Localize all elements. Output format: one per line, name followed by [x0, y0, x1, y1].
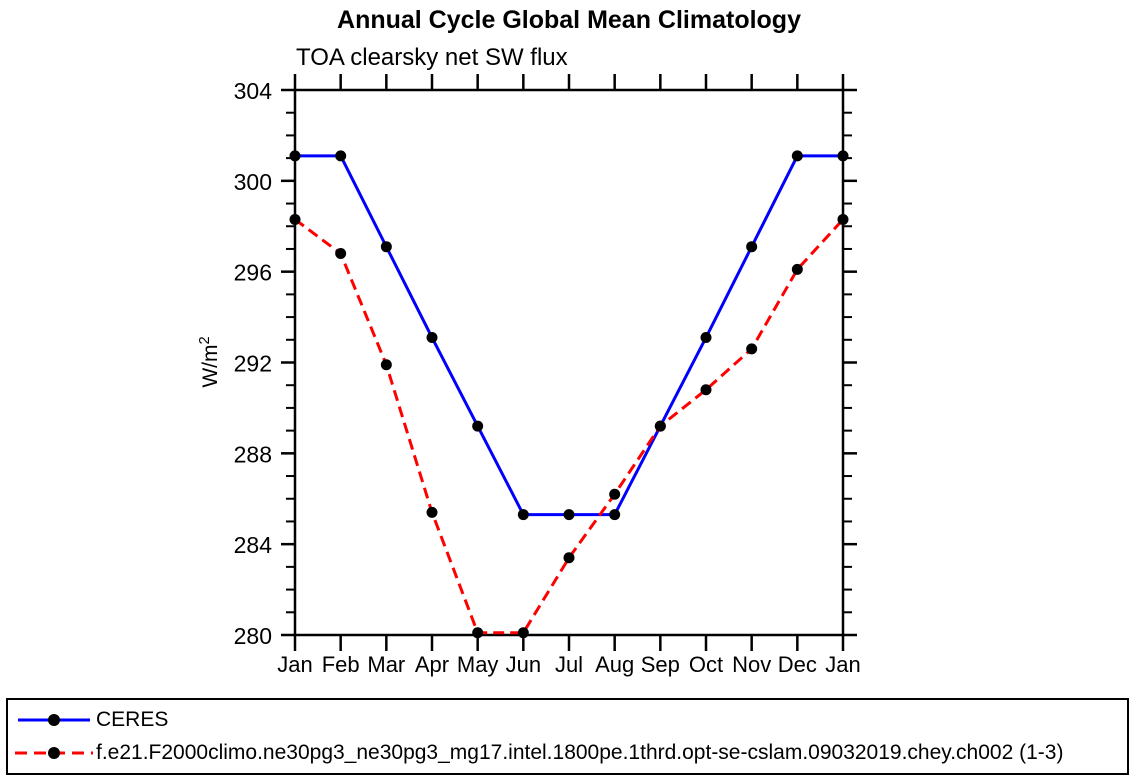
data-point-marker — [791, 263, 803, 275]
data-point-marker — [517, 627, 529, 639]
data-point-marker — [791, 150, 803, 162]
x-axis-tick-label: May — [457, 652, 499, 677]
x-axis-tick-label: Apr — [415, 652, 449, 677]
x-axis-tick-label: Jan — [277, 652, 312, 677]
legend-row-ceres: CERES — [8, 708, 1127, 732]
data-point-marker — [472, 627, 484, 639]
y-axis-tick-label: 296 — [234, 260, 272, 286]
data-point-marker — [563, 509, 575, 521]
y-axis-tick-label: 292 — [234, 351, 272, 377]
x-axis-tick-label: Jan — [825, 652, 860, 677]
x-axis-tick-label: Dec — [778, 652, 817, 677]
data-point-marker — [289, 150, 301, 162]
y-axis-tick-label: 300 — [234, 169, 272, 195]
data-point-marker — [335, 150, 347, 162]
data-point-marker — [426, 332, 438, 344]
legend-line-sample-ceres — [18, 713, 90, 726]
x-axis-tick-label: Feb — [322, 652, 360, 677]
x-axis-tick-label: Oct — [689, 652, 723, 677]
x-axis-tick-label: Sep — [641, 652, 680, 677]
data-point-marker — [654, 420, 666, 432]
legend-marker-icon — [48, 713, 60, 726]
y-axis-tick-label: 288 — [234, 441, 272, 467]
chart-title: Annual Cycle Global Mean Climatology — [337, 6, 801, 34]
chart-subtitle: TOA clearsky net SW flux — [296, 44, 568, 71]
legend-marker-icon — [48, 747, 60, 760]
data-point-marker — [609, 509, 621, 521]
data-point-marker — [700, 332, 712, 344]
data-point-marker — [746, 241, 758, 253]
data-point-marker — [837, 150, 849, 162]
plot-border — [293, 88, 845, 637]
x-axis-tick-label: Jul — [555, 652, 583, 677]
legend-label-ceres: CERES — [96, 707, 169, 731]
series-line-model — [294, 218, 845, 635]
y-axis-tick-label: 280 — [234, 623, 272, 649]
data-point-marker — [517, 509, 529, 521]
x-axis-tick-label: Jun — [506, 652, 541, 677]
data-point-marker — [837, 213, 849, 225]
data-point-marker — [700, 384, 712, 396]
x-axis-tick-label: Nov — [732, 652, 771, 677]
data-point-marker — [472, 420, 484, 432]
data-point-marker — [335, 248, 347, 259]
y-axis-tick-label: 304 — [234, 78, 273, 104]
data-point-marker — [289, 213, 301, 225]
chart-svg: 280 284 288 292 296 300 304 Jan Feb Mar Apr May Jun J… — [234, 74, 861, 677]
data-point-marker — [563, 552, 575, 564]
data-point-marker — [380, 241, 392, 253]
legend-box: CERES f.e21.F2000climo.ne30pg3_ne30pg3_m… — [6, 698, 1129, 775]
y-axis-tick-label: 284 — [234, 532, 273, 558]
data-point-marker — [380, 359, 392, 371]
data-point-marker — [426, 506, 438, 518]
legend-label-model: f.e21.F2000climo.ne30pg3_ne30pg3_mg17.in… — [96, 741, 1064, 765]
legend-line-sample-model — [15, 747, 93, 760]
x-axis-tick-label: Mar — [367, 652, 405, 677]
legend-row-model: f.e21.F2000climo.ne30pg3_ne30pg3_mg17.in… — [8, 741, 1127, 765]
x-axis-tick-label: Aug — [595, 652, 634, 677]
data-point-marker — [746, 343, 758, 355]
data-point-marker — [609, 488, 621, 500]
